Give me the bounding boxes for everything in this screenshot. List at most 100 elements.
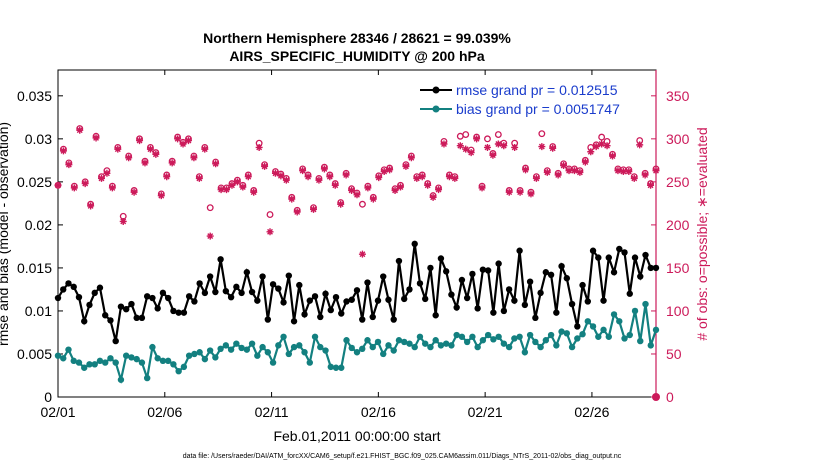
y-right-tick-label: 150	[666, 260, 690, 276]
evaluated-obs-marker	[125, 154, 133, 162]
y-right-tick-label: 100	[666, 303, 690, 319]
right-axis-origin-marker	[652, 393, 660, 401]
x-tick-label: 02/16	[361, 404, 396, 420]
bias-point	[317, 343, 324, 351]
rmse-point	[579, 281, 586, 289]
bias-point	[191, 350, 198, 358]
rmse-series	[54, 240, 660, 345]
y-right-tick-label: 350	[666, 88, 690, 104]
evaluated-obs-marker	[261, 162, 269, 170]
bias-point	[311, 333, 319, 340]
evaluated-obs-marker	[65, 161, 73, 169]
plot-frame	[57, 69, 657, 398]
bias-point	[154, 355, 161, 362]
bias-point	[275, 342, 282, 349]
rmse-point	[511, 297, 518, 304]
rmse-point	[595, 254, 602, 261]
evaluated-obs-marker	[206, 232, 214, 240]
bias-point	[631, 307, 639, 315]
bias-point	[54, 352, 62, 359]
bias-point	[495, 333, 502, 340]
evaluated-obs-marker	[380, 168, 388, 176]
evaluated-obs-marker	[174, 135, 182, 143]
evaluated-obs-marker	[353, 191, 361, 199]
bias-point	[238, 344, 245, 352]
bias-point	[584, 318, 592, 325]
rmse-point	[521, 301, 529, 309]
bias-point	[164, 357, 172, 365]
rmse-point	[500, 307, 508, 315]
rmse-point	[390, 316, 397, 323]
rmse-point	[338, 310, 345, 317]
y-left-tick-label: 0.005	[17, 346, 52, 362]
bias-point	[206, 347, 214, 354]
bias-point	[595, 333, 602, 340]
evaluated-obs-marker	[440, 140, 448, 148]
rmse-point	[479, 266, 487, 273]
evaluated-obs-marker	[141, 159, 149, 167]
rmse-point	[353, 287, 361, 294]
evaluated-obs-marker	[223, 186, 231, 194]
bias-point	[269, 359, 277, 366]
evaluated-obs-marker	[451, 174, 459, 182]
bias-point	[280, 333, 287, 340]
bias-point	[122, 352, 130, 359]
bias-point	[521, 349, 529, 356]
bias-point	[537, 343, 544, 351]
evaluated-obs-marker	[157, 192, 165, 200]
rmse-point	[458, 276, 466, 284]
rmse-point	[605, 254, 612, 261]
bias-point	[306, 359, 313, 366]
bias-point	[647, 342, 654, 349]
evaluated-obs-marker	[391, 186, 399, 194]
rmse-point	[248, 288, 256, 296]
evaluated-obs-marker	[445, 173, 453, 181]
rmse-point	[102, 312, 109, 319]
possible-obs-marker	[484, 135, 491, 143]
bias-point	[652, 326, 660, 334]
evaluated-obs-marker	[494, 140, 502, 148]
rmse-point	[621, 249, 628, 256]
bias-point	[532, 338, 539, 346]
bias-line	[57, 303, 658, 385]
rmse-point	[306, 297, 313, 304]
evaluated-obs-marker	[288, 195, 296, 203]
x-tick-label: 02/01	[40, 404, 75, 420]
rmse-point	[516, 247, 523, 254]
rmse-point	[385, 296, 392, 303]
bias-point	[642, 300, 649, 308]
bias-point	[70, 357, 77, 365]
rmse-point	[259, 273, 266, 280]
y-axis-left: 0 0.005 0.01 0.015 0.02 0.025 0.03 0.035	[17, 88, 63, 405]
evaluated-obs-marker	[369, 195, 377, 203]
evaluated-obs-marker	[119, 217, 127, 225]
evaluated-obs-marker	[136, 137, 144, 145]
bias-point	[406, 340, 413, 347]
rmse-point	[185, 293, 193, 300]
bias-point	[343, 337, 350, 344]
bias-series	[54, 300, 660, 385]
bias-point	[553, 342, 560, 349]
rmse-point	[589, 247, 597, 254]
y-axis-right-label: # of obs: o=possible; ∗=evaluated	[694, 127, 710, 340]
evaluated-obs-marker	[435, 186, 443, 194]
rmse-point	[442, 268, 450, 275]
evaluated-obs-marker	[560, 162, 568, 170]
bias-point	[222, 342, 230, 349]
evaluated-obs-marker	[195, 174, 203, 182]
evaluated-obs-marker	[522, 166, 530, 174]
bias-point	[558, 328, 565, 335]
legend-bias-label: bias grand pr = 0.0051747	[456, 101, 620, 117]
rmse-point	[401, 295, 408, 303]
bias-point	[479, 337, 487, 344]
bias-point	[637, 337, 644, 345]
rmse-point	[269, 281, 277, 288]
evaluated-obs-marker	[587, 148, 595, 156]
rmse-point	[626, 290, 633, 297]
evaluated-obs-marker	[103, 169, 111, 177]
evaluated-obs-marker	[407, 154, 415, 162]
rmse-point	[364, 279, 371, 286]
bias-point	[600, 326, 607, 334]
rmse-point	[532, 314, 539, 322]
bias-point	[60, 355, 67, 362]
